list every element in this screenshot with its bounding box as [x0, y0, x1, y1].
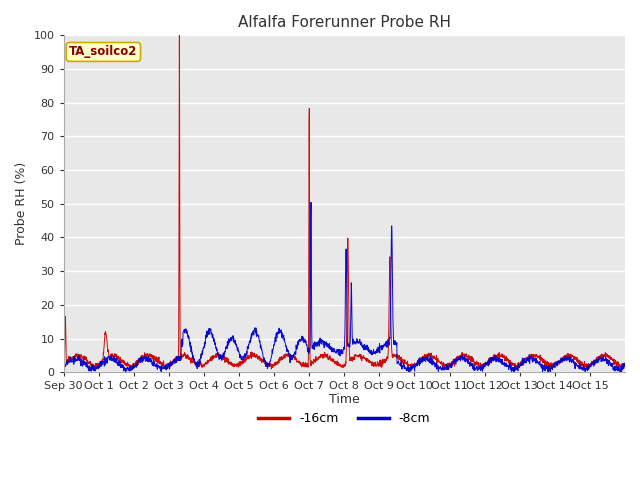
Legend: -16cm, -8cm: -16cm, -8cm — [253, 407, 435, 430]
Text: TA_soilco2: TA_soilco2 — [69, 46, 138, 59]
Y-axis label: Probe RH (%): Probe RH (%) — [15, 162, 28, 245]
X-axis label: Time: Time — [329, 393, 360, 406]
Title: Alfalfa Forerunner Probe RH: Alfalfa Forerunner Probe RH — [238, 15, 451, 30]
